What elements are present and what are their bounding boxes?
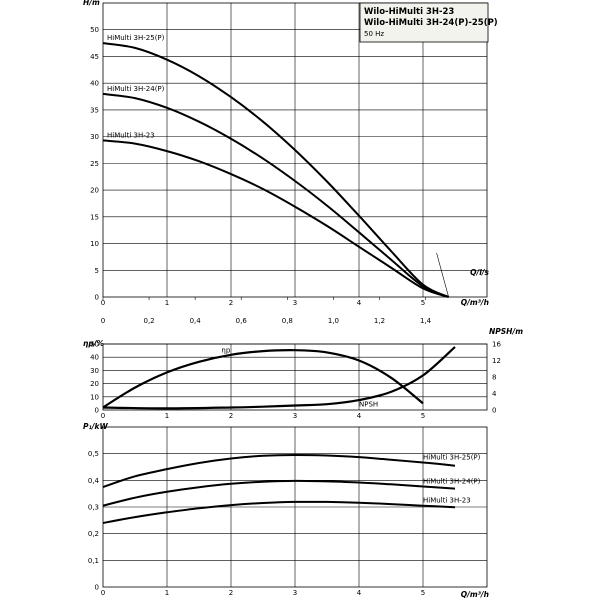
power-x-tick-label: 0 [101, 589, 105, 597]
power-y-tick-label: 0,2 [88, 530, 99, 538]
head-curve-himulti-3h-25-p [102, 42, 450, 298]
power-x-tick-label: 4 [357, 589, 362, 597]
eff-y-tick-label: 50 [90, 341, 99, 349]
title-frequency: 50 Hz [364, 30, 384, 38]
eff-right-y-axis-label: NPSH/m [489, 327, 523, 336]
eff-right-y-tick-label: 4 [492, 390, 497, 398]
head-y-tick-label: 50 [90, 26, 99, 34]
head-x-tick-label: 5 [421, 299, 425, 307]
head-x-tick-label: 1 [165, 299, 169, 307]
power-curve-himulti-3h-24-p [102, 479, 456, 507]
head-y-axis-label: H/m [83, 0, 100, 7]
head-y-tick-label: 5 [95, 267, 99, 275]
power-x-tick-label: 5 [421, 589, 425, 597]
head-secondary-x-tick-label: 0 [101, 317, 105, 325]
head-y-tick-label: 25 [90, 160, 99, 168]
power-y-axis-label: P₁/kW [83, 422, 109, 431]
eff-right-y-tick-label: 12 [492, 357, 501, 365]
head-secondary-x-tick-label: 1,0 [328, 317, 339, 325]
power-series-label-himulti-3h-23: HiMulti 3H-23 [423, 497, 471, 505]
power-series-label-himulti-3h-25-p: HiMulti 3H-25(P) [423, 453, 481, 461]
head-secondary-x-tick-label: 1,4 [420, 317, 432, 325]
power-y-tick-label: 0,1 [88, 557, 99, 565]
eff-series-label-eta: ηp [221, 347, 230, 355]
title-line-1: Wilo-HiMulti 3H-23 [364, 7, 454, 17]
title-block-box [359, 2, 489, 43]
eff-right-y-tick-label: 0 [492, 407, 496, 415]
head-secondary-x-tick-label: 0,6 [236, 317, 248, 325]
head-series-label-himulti-3h-25-p: HiMulti 3H-25(P) [107, 34, 165, 42]
head-secondary-x-tick-label: 0,8 [282, 317, 293, 325]
head-x-axis-label: Q/m³/h [461, 298, 489, 307]
power-y-tick-label: 0 [95, 584, 99, 592]
head-y-tick-label: 35 [90, 106, 99, 114]
power-y-tick-label: 0,3 [88, 504, 99, 512]
title-block: Wilo-HiMulti 3H-23 Wilo-HiMulti 3H-24(P)… [359, 2, 498, 43]
eff-x-tick-label: 0 [101, 412, 105, 420]
head-curve-himulti-3h-23 [102, 139, 449, 298]
eff-right-y-tick-label: 16 [492, 341, 501, 349]
eff-y-tick-label: 20 [90, 380, 99, 388]
eff-x-tick-label: 2 [229, 412, 233, 420]
eff-y-tick-label: 40 [90, 354, 99, 362]
eff-y-tick-label: 0 [95, 407, 99, 415]
eff-y-tick-label: 10 [90, 393, 99, 401]
head-series-label-himulti-3h-24-p: HiMulti 3H-24(P) [107, 85, 165, 93]
power-curve-panel: 0 1 2 3 4 5 0 0,1 0,2 0,3 0,4 0,5 P₁/kW Q/m³/h HiMulti… [83, 422, 489, 599]
power-x-axis-label: Q/m³/h [461, 590, 489, 599]
eff-right-y-tick-label: 8 [492, 374, 496, 382]
power-series-label-himulti-3h-24-p: HiMulti 3H-24(P) [423, 477, 481, 485]
power-x-tick-label: 1 [165, 589, 169, 597]
head-x-tick-label: 2 [229, 299, 233, 307]
head-y-tick-label: 20 [90, 187, 99, 195]
eff-x-tick-label: 1 [165, 412, 169, 420]
eff-x-tick-label: 4 [357, 412, 362, 420]
eff-x-tick-label: 5 [421, 412, 425, 420]
head-thin-end-line [436, 252, 449, 298]
eff-series-label-npsh: NPSH [359, 400, 378, 408]
eff-y-tick-label: 30 [90, 367, 99, 375]
power-curve-himulti-3h-23 [102, 500, 456, 524]
eff-curve-npsh [102, 346, 456, 410]
head-curve-himulti-3h-24-p [102, 92, 449, 298]
power-y-tick-label: 0,4 [88, 477, 100, 485]
head-y-tick-label: 15 [90, 213, 99, 221]
head-y-tick-label: 30 [90, 133, 99, 141]
eff-y-axis-label: ηp/% [83, 339, 104, 348]
head-y-tick-label: 40 [90, 80, 99, 88]
head-y-tick-label: 45 [90, 53, 99, 61]
head-secondary-x-tick-label: 0,2 [144, 317, 155, 325]
head-series-label-himulti-3h-23: HiMulti 3H-23 [107, 131, 155, 139]
eff-x-tick-label: 3 [293, 412, 297, 420]
power-x-tick-label: 3 [293, 589, 297, 597]
head-x-tick-label: 4 [357, 299, 362, 307]
eff-curve-p [102, 349, 424, 409]
power-x-tick-label: 2 [229, 589, 233, 597]
power-y-tick-label: 0,5 [88, 450, 99, 458]
head-y-tick-label: 0 [95, 294, 99, 302]
head-secondary-x-axis-label: Q/l/s [470, 268, 489, 277]
title-line-2: Wilo-HiMulti 3H-24(P)-25(P) [364, 18, 498, 28]
head-x-tick-label: 0 [101, 299, 105, 307]
power-curve-himulti-3h-25-p [102, 453, 456, 488]
head-secondary-x-tick-label: 1,2 [374, 317, 385, 325]
head-x-tick-label: 3 [293, 299, 297, 307]
head-y-tick-label: 10 [90, 240, 99, 248]
head-secondary-x-tick-label: 0,4 [190, 317, 202, 325]
